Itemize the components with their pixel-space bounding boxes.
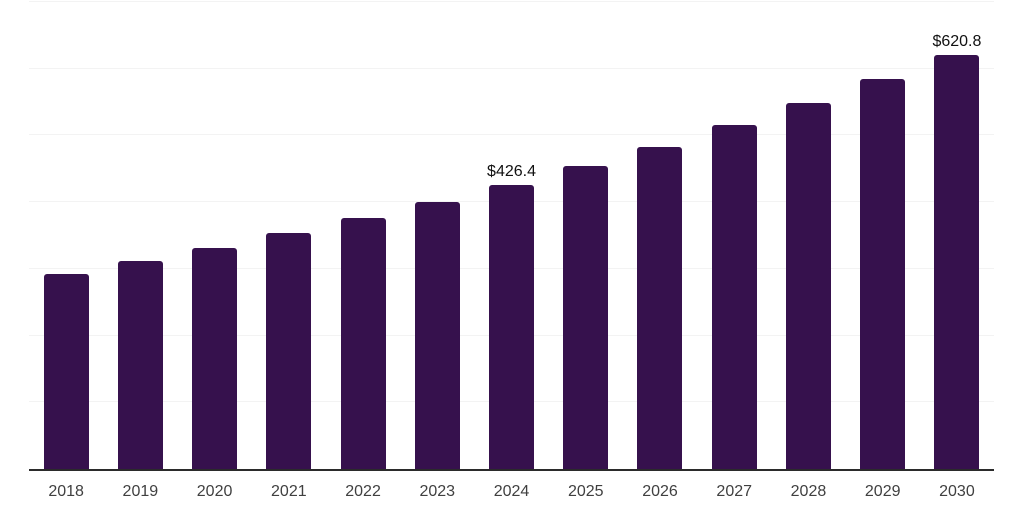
- bar-2021: [266, 232, 312, 469]
- x-axis-tick-label-2019: 2019: [122, 483, 159, 500]
- x-axis-tick-label-2027: 2027: [716, 483, 753, 500]
- bar-slot-2025: [549, 2, 623, 469]
- x-axis-tick-label-2018: 2018: [48, 483, 84, 500]
- x-axis-tick-label-2026: 2026: [642, 483, 678, 500]
- bar-slot-2030: $620.8: [920, 2, 994, 469]
- bar-data-label-2030: $620.8: [932, 32, 982, 50]
- x-axis-labels: 2018 2019 2020 2021 2022 2023 2024 2025 2026 2027…: [29, 483, 994, 501]
- x-axis-tick-label-2028: 2028: [790, 483, 827, 500]
- bar-slot-2020: [177, 2, 251, 469]
- bar-slot-2018: [29, 2, 103, 469]
- x-axis-tick-label-2024: 2024: [493, 483, 530, 500]
- bar-slot-2021: [252, 2, 326, 469]
- bar-series: $426.4 $620.8: [29, 2, 994, 469]
- bar-slot-2024: $426.4: [474, 2, 548, 469]
- bar-slot-2019: [103, 2, 177, 469]
- bar-2028: [785, 103, 831, 469]
- x-axis-tick-label-2020: 2020: [196, 483, 233, 500]
- x-axis-tick-label-2022: 2022: [345, 483, 381, 500]
- x-axis-tick-label-2021: 2021: [271, 483, 307, 500]
- bar-2026: [637, 146, 683, 469]
- bar-data-label-2024: $426.4: [487, 162, 536, 180]
- bar-slot-2027: [697, 2, 771, 469]
- bar-2022: [340, 218, 386, 469]
- bar-2025: [563, 166, 609, 469]
- gridline-700: [29, 1, 994, 2]
- bar-2030: $620.8: [932, 33, 981, 469]
- bar-2027: [711, 125, 757, 469]
- bar-slot-2029: [846, 2, 920, 469]
- bar-2023: [414, 202, 460, 469]
- x-axis-tick-label-2029: 2029: [864, 483, 901, 500]
- x-axis-tick-label-2023: 2023: [419, 483, 456, 500]
- x-axis-tick-label-2025: 2025: [567, 483, 604, 500]
- plot-area: $426.4 $620.8: [29, 1, 994, 471]
- bar-slot-2028: [771, 2, 845, 469]
- bar-slot-2023: [400, 2, 474, 469]
- bar-2018: [43, 274, 89, 469]
- bar-slot-2026: [623, 2, 697, 469]
- bar-2024: $426.4: [487, 163, 536, 469]
- bar-2029: [860, 79, 906, 469]
- gridline-500: [29, 134, 994, 136]
- x-axis-tick-label-2030: 2030: [939, 483, 975, 500]
- bar-2019: [117, 260, 163, 469]
- bar-slot-2022: [326, 2, 400, 469]
- bar-2020: [192, 248, 238, 469]
- x-axis-line: [29, 469, 994, 471]
- gridline-600: [29, 67, 994, 69]
